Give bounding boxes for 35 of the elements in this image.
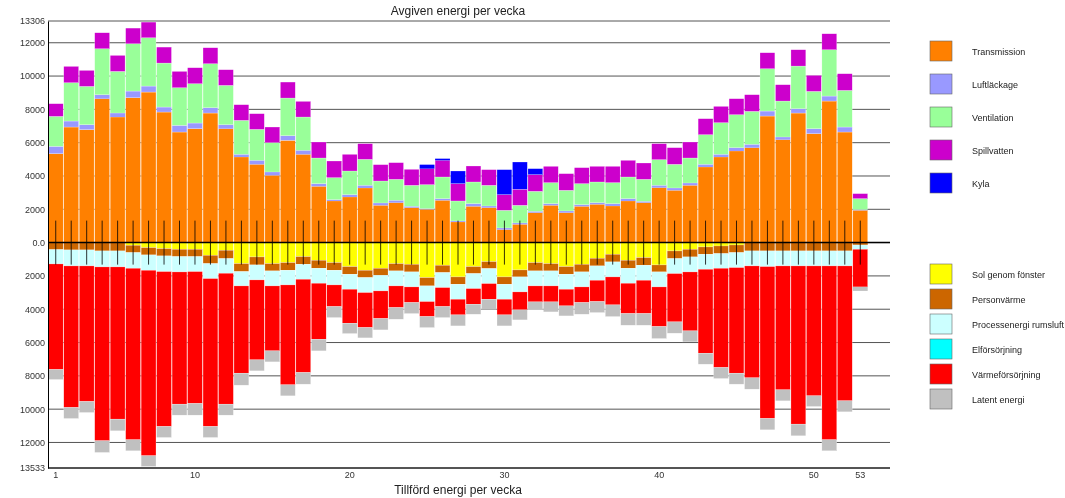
y-tick-label: 4000	[24, 171, 45, 182]
x-tick-label: 53	[855, 470, 866, 481]
y-tick-label: 2000	[24, 204, 45, 215]
x-axis-title: Tillförd energi per vecka	[394, 483, 523, 497]
y-tick-label: 6000	[24, 337, 45, 348]
y-tick-label: 4000	[24, 304, 45, 315]
y-tick-label: 0.0	[32, 237, 45, 248]
y-tick-label: 13533	[19, 463, 45, 474]
y-tick-label: 12000	[19, 437, 45, 448]
x-tick-label: 1	[53, 470, 59, 481]
legend-label: Värmeförsörjning	[972, 370, 1041, 380]
x-tick-label: 40	[654, 470, 665, 481]
legend-label: Personvärme	[972, 295, 1026, 305]
legend-label: Kyla	[972, 179, 990, 189]
chart-title: Avgiven energi per vecka	[390, 4, 526, 18]
legend-label: Elförsörjning	[972, 345, 1023, 355]
x-tick-label: 20	[344, 470, 355, 481]
legend-label: Ventilation	[972, 113, 1014, 123]
y-tick-label: 2000	[24, 271, 45, 282]
y-tick-label: 10000	[19, 404, 45, 415]
legend-label: Processenergi rumsluft	[972, 320, 1065, 330]
y-tick-label: 12000	[19, 38, 45, 49]
legend-label: Latent energi	[972, 395, 1025, 405]
legend-label: Sol genom fönster	[972, 270, 1046, 280]
y-tick-label: 10000	[19, 71, 45, 82]
x-tick-label: 10	[189, 470, 200, 481]
y-tick-label: 6000	[24, 138, 45, 149]
legend-label: Transmission	[972, 47, 1026, 57]
y-tick-label: 8000	[24, 104, 45, 115]
y-tick-label: 13306	[19, 16, 45, 27]
x-tick-label: 50	[808, 470, 819, 481]
x-tick-label: 30	[499, 470, 510, 481]
y-tick-label: 8000	[24, 371, 45, 382]
legend-label: Luftläckage	[972, 80, 1019, 90]
legend-label: Spillvatten	[972, 146, 1014, 156]
